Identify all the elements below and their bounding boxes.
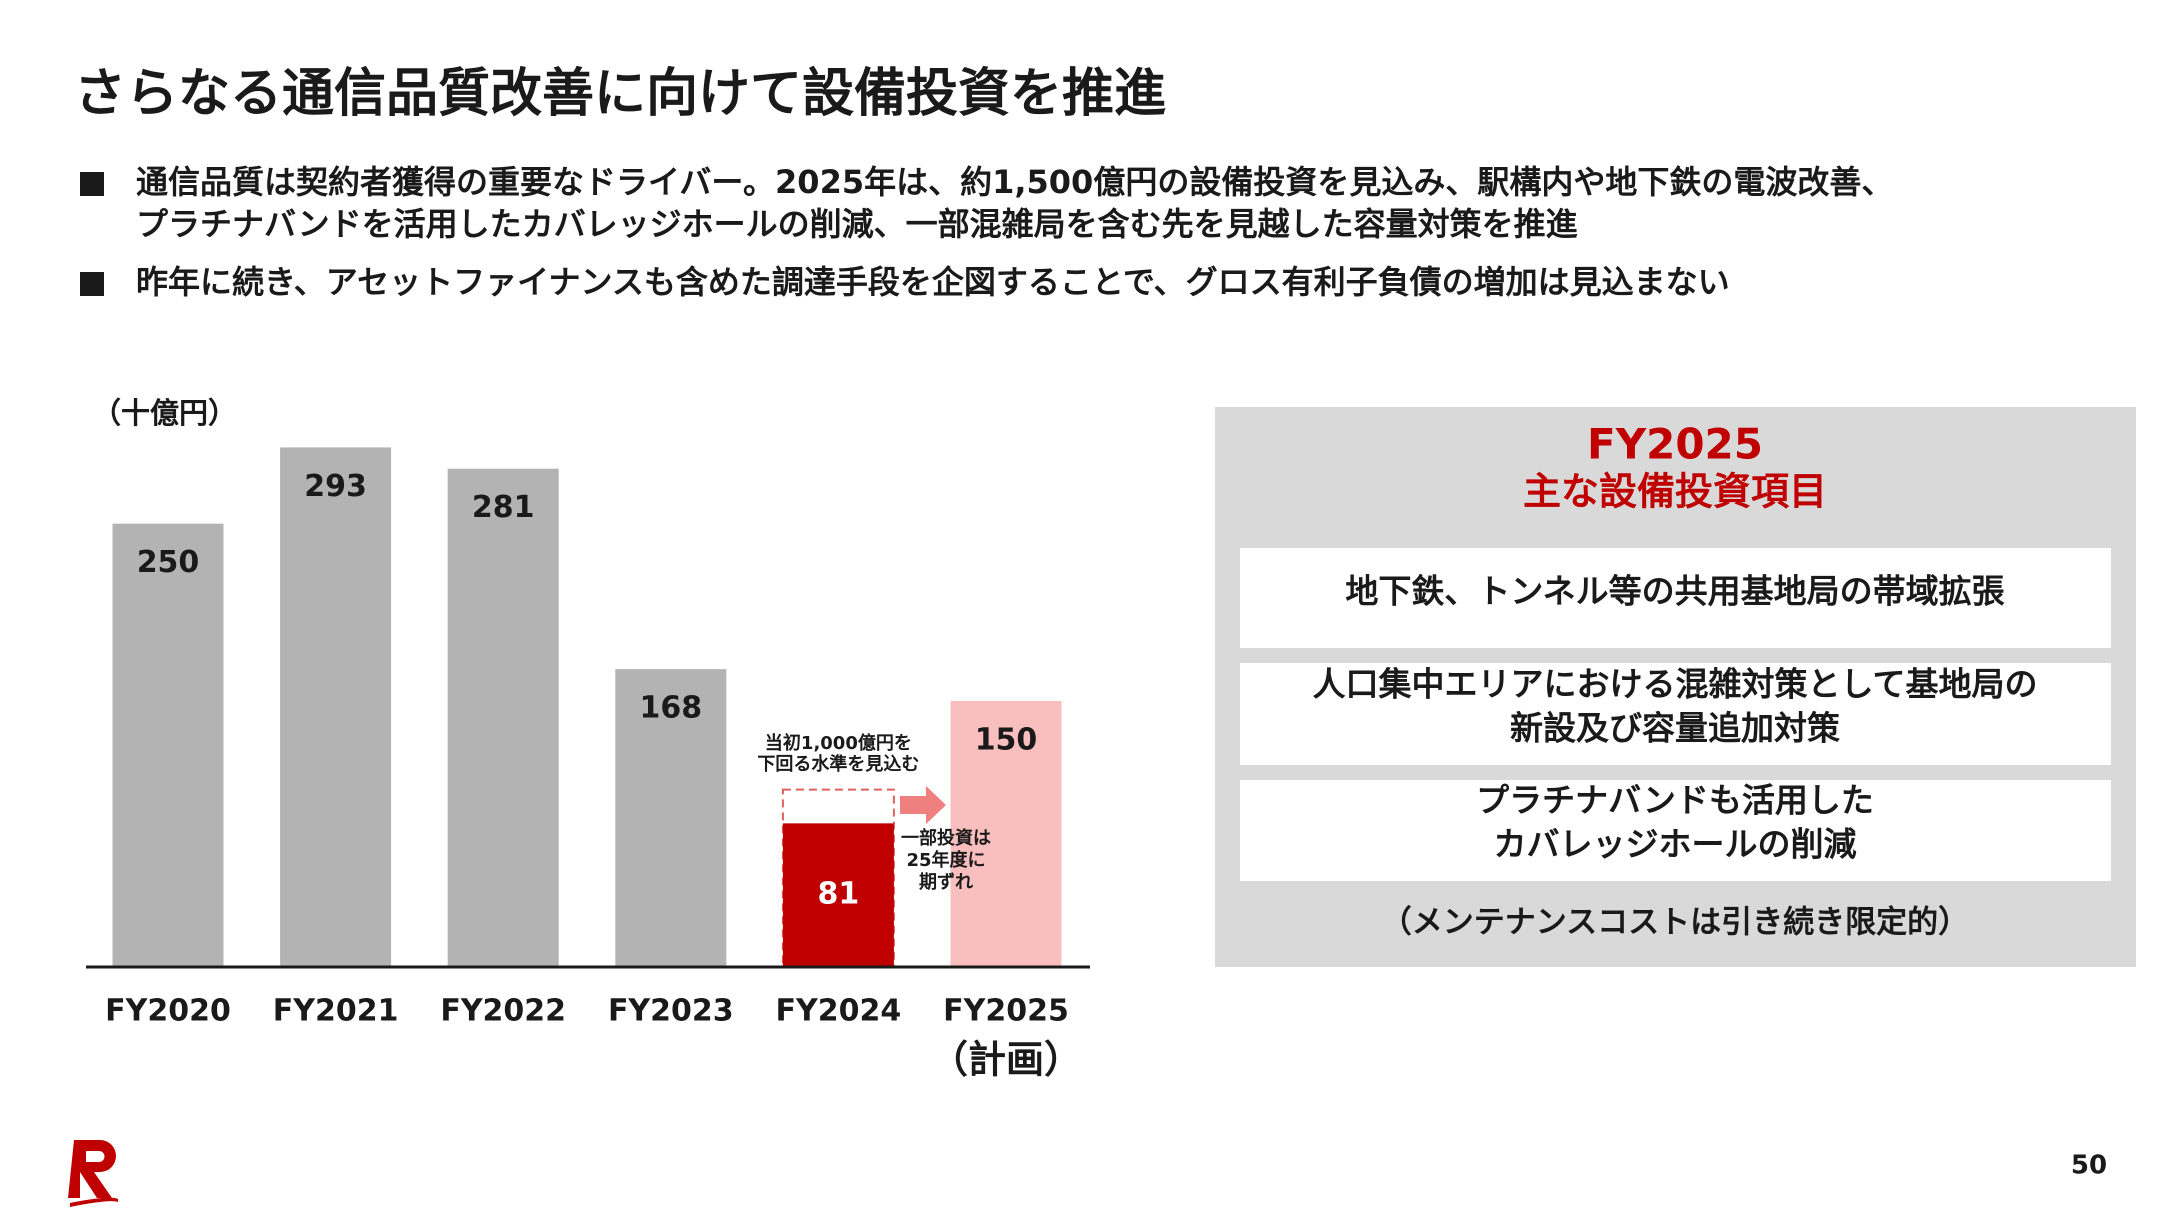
panel-item: プラチナバンドも活用した bbox=[1476, 781, 1874, 820]
panel-item: 新設及び容量追加対策 bbox=[1510, 709, 1840, 748]
logo-swoosh bbox=[70, 1197, 118, 1207]
annotation: 期ずれ bbox=[919, 872, 973, 893]
panel-item: 地下鉄、トンネル等の共用基地局の帯域拡張 bbox=[1345, 572, 2004, 611]
page-number: 50 bbox=[2071, 1151, 2107, 1181]
value-label: 168 bbox=[639, 691, 702, 726]
x-tick-label: FY2025 bbox=[943, 994, 1069, 1029]
value-label: 250 bbox=[137, 545, 200, 580]
x-tick-label: FY2020 bbox=[105, 994, 231, 1029]
panel-item-box bbox=[1240, 548, 2111, 648]
y-axis-label: （十億円） bbox=[92, 396, 237, 430]
chart: （十億円） 250 FY2020 293 FY2021 281 FY2022 168 FY20… bbox=[86, 396, 1090, 1082]
annotation: 一部投資は bbox=[901, 827, 991, 849]
bar bbox=[447, 468, 559, 967]
panel-title: FY2025 bbox=[1587, 420, 1763, 469]
bullet-marker bbox=[80, 172, 104, 196]
arrow bbox=[900, 786, 946, 824]
panel-subtitle: 主な設備投資項目 bbox=[1523, 470, 1827, 514]
value-label: 293 bbox=[304, 469, 367, 504]
x-tick-label: FY2022 bbox=[440, 994, 566, 1029]
annotation: 下回る水準を見込む bbox=[757, 753, 919, 775]
slide-title: さらなる通信品質改善に向けて設備投資を推進 bbox=[74, 64, 1166, 124]
bullet-marker bbox=[80, 272, 104, 296]
annotation: 当初1,000億円を bbox=[765, 732, 912, 754]
value-label: 281 bbox=[472, 490, 535, 525]
x-tick-label: FY2021 bbox=[273, 994, 399, 1029]
panel-item-box bbox=[1240, 663, 2111, 765]
bullet-text: プラチナバンドを活用したカバレッジホールの削減、一部混雑局を含む先を見越した容量… bbox=[136, 205, 1578, 243]
value-label: 150 bbox=[975, 723, 1038, 758]
panel-note: （メンテナンスコストは引き続き限定的） bbox=[1381, 905, 1969, 941]
bar bbox=[615, 669, 727, 967]
x-tick-label: FY2024 bbox=[776, 994, 902, 1029]
x-tick-note: （計画） bbox=[930, 1038, 1082, 1082]
logo bbox=[68, 1140, 116, 1198]
panel-item: 人口集中エリアにおける混雑対策として基地局の bbox=[1312, 665, 2037, 704]
bar bbox=[112, 523, 224, 967]
panel-item-box bbox=[1240, 780, 2111, 881]
bullet-text: 通信品質は契約者獲得の重要なドライバー。2025年は、約1,500億円の設備投資… bbox=[136, 163, 1893, 201]
bullet-text: 昨年に続き、アセットファイナンスも含めた調達手段を企図することで、グロス有利子負… bbox=[136, 263, 1730, 301]
x-tick-label: FY2023 bbox=[608, 994, 734, 1029]
bar bbox=[950, 701, 1062, 967]
bar bbox=[782, 823, 894, 967]
panel-item: カバレッジホールの削減 bbox=[1494, 825, 1857, 864]
value-label: 81 bbox=[818, 877, 860, 912]
annotation: 25年度に bbox=[906, 849, 985, 871]
bar bbox=[280, 447, 392, 967]
